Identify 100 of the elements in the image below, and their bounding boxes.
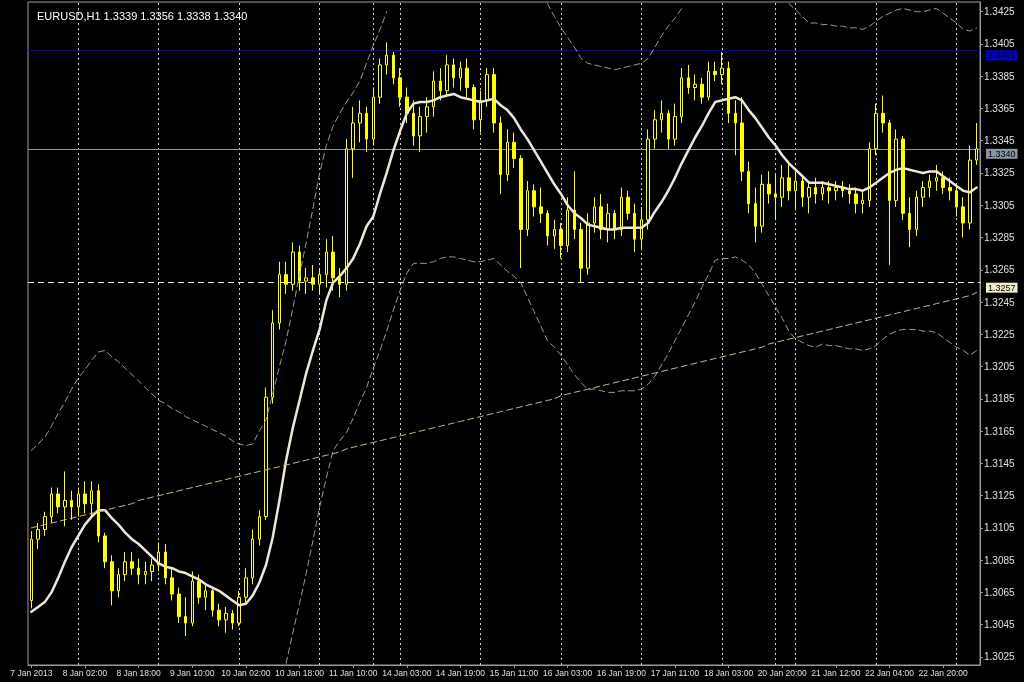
x-tick-label: 18 Jan 03:00 <box>704 667 754 678</box>
candlestick <box>318 267 321 295</box>
x-tick-label: 10 Jan 18:00 <box>274 667 325 678</box>
candlestick <box>224 606 228 634</box>
candlestick <box>137 558 140 585</box>
x-tick-label: 10 Jan 02:00 <box>221 667 271 678</box>
candlestick <box>780 164 784 208</box>
candlestick <box>331 235 335 292</box>
candlestick <box>358 99 362 143</box>
y-tick-label: 1.3205 <box>984 361 1016 373</box>
y-tick-label: 1.3365 <box>984 102 1016 114</box>
candlestick <box>760 174 764 234</box>
candlestick <box>83 480 87 514</box>
candlestick <box>97 483 100 543</box>
y-tick-label: 1.3165 <box>984 425 1016 437</box>
candlestick <box>278 261 281 330</box>
candlestick <box>734 99 737 156</box>
candlestick <box>56 487 60 514</box>
candlestick <box>90 480 93 518</box>
candlestick <box>526 180 529 237</box>
candlestick <box>211 587 214 618</box>
candlestick <box>197 574 201 605</box>
candlestick <box>365 106 368 153</box>
candlestick <box>888 119 891 266</box>
y-tick-label: 1.3425 <box>984 6 1016 18</box>
candlestick <box>398 67 402 108</box>
candlestick <box>579 222 583 284</box>
candlestick <box>392 51 395 85</box>
candlestick <box>901 135 905 221</box>
candlestick <box>378 57 382 105</box>
candlestick <box>439 67 442 101</box>
candlestick <box>506 128 509 182</box>
candlestick <box>660 99 663 134</box>
candlestick <box>170 567 174 601</box>
y-tick-label: 1.3145 <box>984 457 1016 469</box>
candlestick <box>620 187 623 237</box>
candlestick <box>546 209 549 247</box>
candlestick <box>667 109 670 150</box>
x-tick-label: 14 Jan 03:00 <box>382 667 432 678</box>
candlestick <box>747 161 750 214</box>
candlestick <box>452 57 455 88</box>
candlestick <box>794 170 797 211</box>
candlestick <box>713 61 717 82</box>
x-tick-label: 17 Jan 11:00 <box>650 667 700 678</box>
candlestick <box>519 154 523 269</box>
candlestick <box>599 193 603 240</box>
y-tick-label: 1.3305 <box>984 199 1016 211</box>
x-tick-label: 8 Jan 18:00 <box>116 667 162 678</box>
candlestick <box>425 96 429 134</box>
candlestick <box>566 196 569 253</box>
candlestick <box>372 87 375 147</box>
candlestick <box>432 70 435 118</box>
candlestick <box>479 90 482 134</box>
x-tick-label: 11 Jan 10:00 <box>328 667 378 678</box>
candlestick <box>117 567 120 598</box>
candlestick <box>418 106 422 153</box>
candlestick <box>921 180 925 208</box>
candlestick <box>123 551 127 582</box>
y-tick-label: 1.3085 <box>984 554 1016 566</box>
candlestick <box>834 180 838 201</box>
x-tick-label: 9 Jan 10:00 <box>170 667 215 678</box>
candlestick <box>150 558 154 582</box>
candlestick <box>512 132 516 169</box>
candlestick <box>485 67 489 108</box>
candlestick <box>492 67 496 134</box>
candlestick <box>30 530 33 610</box>
candlestick <box>264 387 268 521</box>
candlestick <box>144 561 147 585</box>
candlestick <box>720 51 724 85</box>
candlestick <box>774 174 777 221</box>
candlestick <box>626 190 630 221</box>
candlestick <box>586 212 590 276</box>
candlestick <box>130 551 134 576</box>
candlestick <box>338 267 341 298</box>
candlestick <box>184 596 187 637</box>
candlestick <box>968 145 972 230</box>
candlestick <box>204 583 207 611</box>
y-tick-label: 1.3325 <box>984 167 1016 179</box>
candlestick <box>861 190 864 214</box>
candlestick <box>217 603 221 627</box>
y-tick-label: 1.3125 <box>984 490 1016 502</box>
x-tick-label: 15 Jan 11:00 <box>489 667 539 678</box>
candlestick <box>110 554 114 606</box>
x-tick-label: 16 Jan 19:00 <box>596 667 647 678</box>
candlestick <box>894 128 898 208</box>
candlestick <box>231 609 234 631</box>
candlestick <box>868 141 871 208</box>
ref-line-label: 1.3340 <box>988 148 1016 159</box>
x-tick-label: 7 Jan 2013 <box>10 667 53 678</box>
candlestick <box>740 96 744 182</box>
candlestick <box>345 138 348 292</box>
candlestick <box>915 190 918 237</box>
candlestick <box>928 174 931 198</box>
candlestick <box>767 170 771 205</box>
candlestick <box>539 187 543 224</box>
candlestick <box>325 238 328 289</box>
candlestick <box>258 509 261 547</box>
candlestick <box>646 128 650 230</box>
y-tick-label: 1.3265 <box>984 264 1016 276</box>
candlestick <box>848 183 851 205</box>
